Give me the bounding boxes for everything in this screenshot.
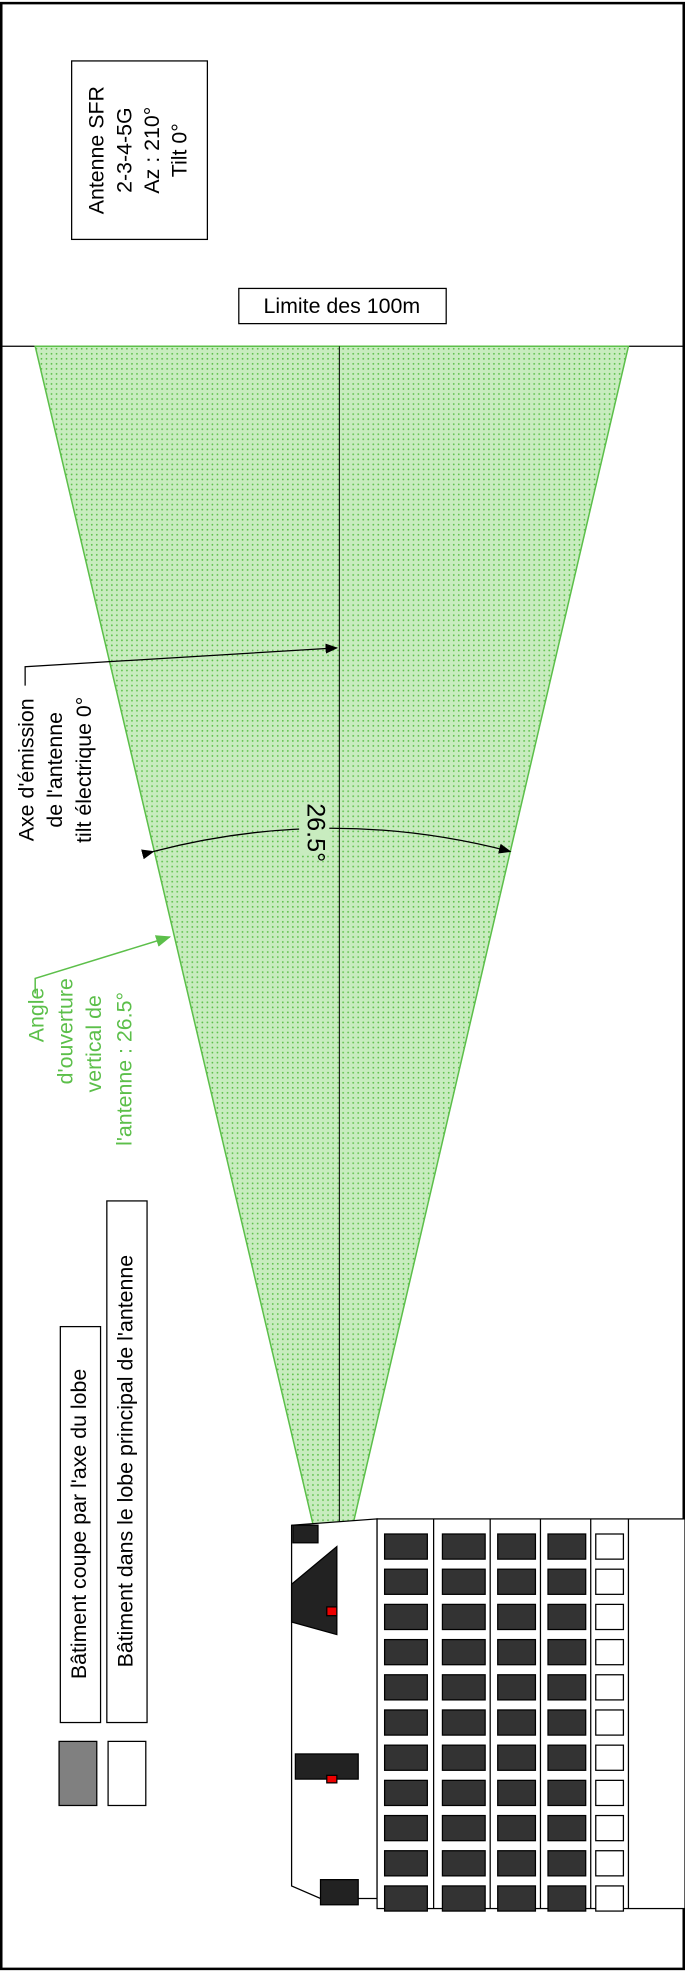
axis-text: de l'antenne — [43, 712, 67, 828]
window — [595, 1709, 625, 1736]
angle-arc — [141, 827, 512, 860]
window — [383, 1568, 428, 1595]
window — [547, 1638, 587, 1666]
window — [497, 1568, 537, 1595]
window — [595, 1603, 625, 1631]
window — [497, 1533, 537, 1560]
window — [547, 1885, 587, 1912]
aperture-text: l'antenne : 26.5° — [112, 992, 136, 1146]
limit-label: Limite des 100m — [264, 294, 421, 318]
axis-text: Axe d'émission — [14, 698, 38, 841]
window — [547, 1709, 587, 1736]
window — [595, 1638, 625, 1666]
window — [497, 1674, 537, 1701]
window — [547, 1744, 587, 1771]
window — [383, 1638, 428, 1666]
window — [547, 1603, 587, 1631]
axis-text: tilt électrique 0° — [72, 697, 96, 843]
antenna-box — [71, 60, 209, 241]
aperture-text: Angle — [24, 988, 48, 1043]
window — [595, 1674, 625, 1701]
window — [497, 1850, 537, 1877]
window — [497, 1638, 537, 1666]
lobe — [34, 345, 630, 1610]
legend-swatch-lobe — [107, 1740, 147, 1807]
window — [595, 1850, 625, 1877]
window — [383, 1779, 428, 1807]
angle-value: 26.5° — [302, 803, 330, 862]
window — [497, 1603, 537, 1631]
window — [497, 1814, 537, 1842]
antenna-text: Tilt 0° — [168, 123, 192, 177]
legend-box — [59, 1325, 102, 1724]
window — [441, 1568, 486, 1595]
window — [383, 1709, 428, 1736]
window — [383, 1744, 428, 1771]
window — [441, 1533, 486, 1560]
window — [497, 1744, 537, 1771]
window — [595, 1814, 625, 1842]
antenna-text: 2-3-4-5G — [112, 107, 136, 192]
window — [547, 1814, 587, 1842]
window — [595, 1779, 625, 1807]
building — [290, 1518, 685, 1912]
angle-label-bg — [299, 805, 330, 856]
window — [547, 1533, 587, 1560]
window — [441, 1603, 486, 1631]
window — [595, 1744, 625, 1771]
antenna-text: Az : 210° — [140, 107, 164, 194]
aperture-text: d'ouverture — [53, 978, 77, 1084]
window — [547, 1850, 587, 1877]
window — [547, 1568, 587, 1595]
window — [441, 1814, 486, 1842]
window — [547, 1674, 587, 1701]
window — [441, 1744, 486, 1771]
window — [383, 1850, 428, 1877]
antenna-text: Antenne SFR — [85, 86, 109, 214]
aperture-text: vertical de — [82, 995, 106, 1092]
window — [497, 1709, 537, 1736]
aperture-leader — [34, 935, 172, 994]
legend-text: Bâtiment coupe par l'axe du lobe — [67, 1369, 91, 1679]
window — [497, 1885, 537, 1912]
legend-swatch-cut — [58, 1740, 98, 1807]
window — [595, 1533, 625, 1560]
window — [383, 1885, 428, 1912]
window — [441, 1850, 486, 1877]
window — [595, 1885, 625, 1912]
window — [383, 1814, 428, 1842]
window — [595, 1568, 625, 1595]
window — [497, 1779, 537, 1807]
window — [441, 1709, 486, 1736]
window — [383, 1603, 428, 1631]
window — [441, 1885, 486, 1912]
axis-leader — [24, 643, 339, 686]
window — [441, 1674, 486, 1701]
window — [441, 1638, 486, 1666]
window — [441, 1779, 486, 1807]
window — [383, 1674, 428, 1701]
legend-box — [106, 1200, 148, 1724]
legend-text: Bâtiment dans le lobe principal de l'ant… — [114, 1255, 138, 1668]
limit-box — [238, 287, 447, 325]
window — [547, 1779, 587, 1807]
window — [383, 1533, 428, 1560]
